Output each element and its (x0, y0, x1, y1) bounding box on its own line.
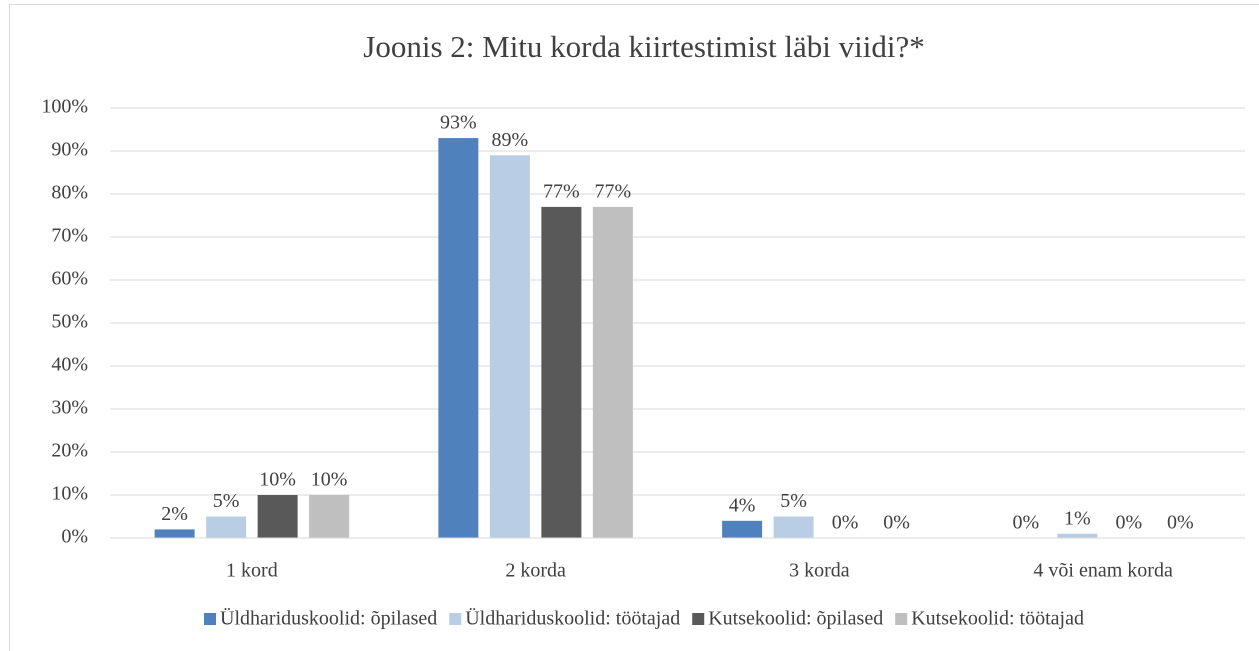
data-label: 4% (729, 494, 756, 516)
data-label: 2% (161, 503, 188, 525)
data-label: 93% (440, 112, 477, 134)
x-tick-label: 3 korda (789, 560, 850, 582)
legend-swatch (204, 613, 217, 625)
y-tick-label: 100% (41, 96, 88, 118)
legend-label: Kutsekoolid: õpilased (708, 608, 883, 630)
data-label: 10% (311, 469, 348, 491)
legend-label: Üldhariduskoolid: töötajad (465, 607, 680, 630)
chart-title: Joonis 2: Mitu korda kiirtestimist läbi … (363, 29, 924, 64)
legend-label: Kutsekoolid: töötajad (911, 608, 1084, 630)
data-label: 10% (259, 469, 296, 491)
bar (154, 529, 195, 538)
y-tick-label: 30% (51, 397, 88, 419)
y-tick-label: 40% (51, 354, 88, 376)
x-tick-label: 4 või enam korda (1033, 560, 1173, 582)
legend-label: Üldhariduskoolid: õpilased (220, 607, 437, 630)
data-label: 5% (213, 490, 240, 512)
y-tick-label: 10% (51, 483, 88, 505)
y-tick-label: 80% (51, 182, 88, 204)
bar (309, 495, 350, 538)
data-label: 0% (832, 512, 859, 534)
bar (541, 206, 582, 538)
bar (489, 155, 530, 539)
bar (592, 206, 633, 538)
legend-swatch (692, 613, 705, 625)
bar (1057, 533, 1098, 538)
bar (722, 520, 763, 538)
legend-swatch (895, 613, 908, 625)
x-tick-label: 2 korda (505, 560, 566, 582)
data-label: 0% (1013, 512, 1040, 534)
x-tick-label: 1 kord (226, 560, 278, 582)
data-label: 0% (1167, 512, 1194, 534)
data-label: 5% (780, 490, 807, 512)
y-tick-label: 70% (51, 225, 88, 247)
data-label: 0% (1116, 512, 1143, 534)
bar (206, 516, 247, 538)
bar (773, 516, 814, 538)
y-tick-label: 90% (51, 139, 88, 161)
y-tick-label: 20% (51, 440, 88, 462)
data-label: 1% (1064, 507, 1091, 529)
y-tick-label: 0% (61, 526, 88, 548)
bar (438, 138, 479, 538)
y-tick-label: 60% (51, 268, 88, 290)
data-label: 89% (492, 129, 529, 151)
bar (257, 495, 298, 538)
chart-frame (9, 4, 1259, 651)
data-label: 77% (595, 180, 632, 202)
data-label: 77% (543, 180, 580, 202)
y-tick-label: 50% (51, 311, 88, 333)
data-label: 0% (883, 512, 910, 534)
legend-swatch (449, 613, 462, 625)
